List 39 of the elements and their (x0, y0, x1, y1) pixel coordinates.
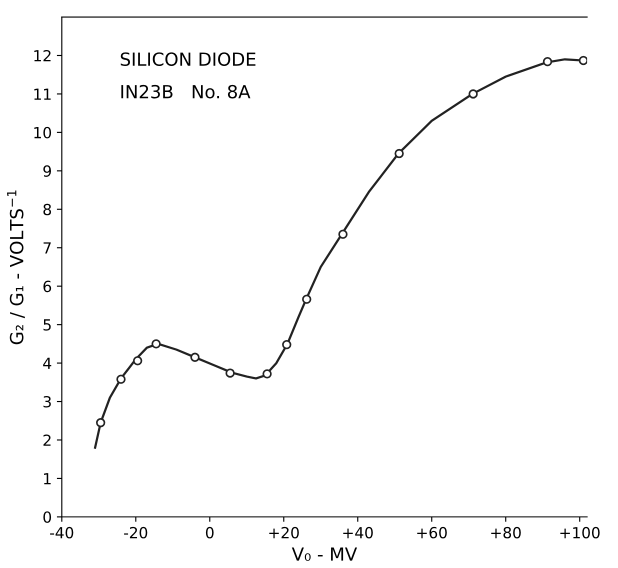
x-axis-title: V₀ - MV (292, 548, 358, 561)
x-tick-label: +80 (491, 526, 521, 538)
point (262, 369, 272, 378)
y-tick-label: 12 (34, 50, 51, 62)
annotation: IN23B No. 8A (121, 84, 250, 98)
x-tick-label: +100 (560, 526, 600, 538)
y-tick-label: 8 (43, 204, 52, 216)
y-tick-label: 9 (43, 165, 52, 177)
x-tick-label: 0 (206, 526, 214, 538)
y-tick-label: 5 (44, 319, 51, 331)
point (225, 368, 235, 378)
x-tick-label: +60 (417, 526, 447, 538)
point (190, 352, 200, 362)
x-tick-label: -20 (124, 526, 148, 538)
y-tick-label: 4 (43, 358, 52, 369)
y-axis-title: G₂ / G₁ - VOLTS$^{−1}$ (7, 190, 25, 344)
y-tick-label: 0 (43, 511, 52, 523)
y-tick-label: 2 (43, 434, 51, 446)
point (338, 230, 348, 239)
point (116, 374, 126, 384)
y-tick-label: 1 (44, 473, 51, 484)
point (151, 339, 161, 348)
y-tick-label: 11 (34, 88, 51, 100)
x-tick-label: -40 (50, 526, 74, 538)
point (282, 340, 292, 350)
y-tick-label: 6 (43, 280, 52, 292)
x-tick-label: +40 (343, 526, 373, 538)
y-tick-label: 7 (44, 242, 51, 254)
y-tick-label: 3 (44, 396, 51, 408)
point (96, 418, 106, 428)
point (394, 148, 404, 158)
point (542, 57, 552, 66)
point (578, 56, 588, 66)
point (132, 356, 142, 366)
x-tick-label: +20 (269, 526, 299, 538)
point (468, 89, 478, 99)
point (302, 294, 312, 304)
y-tick-label: 10 (34, 126, 52, 138)
annotation: SILICON DIODE (120, 52, 256, 66)
